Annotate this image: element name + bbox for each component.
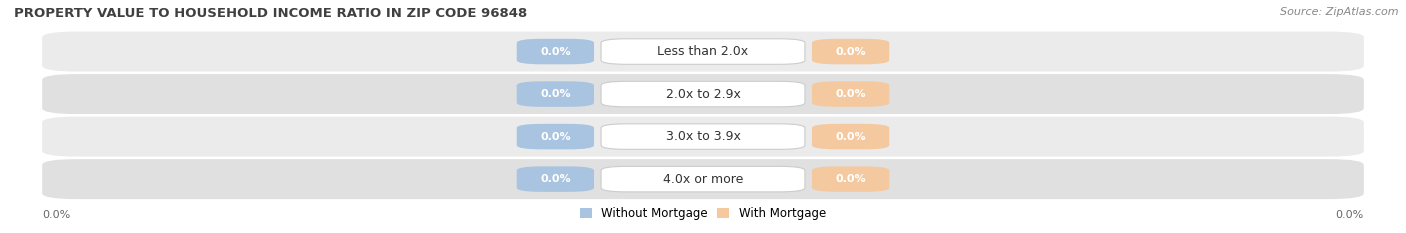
FancyBboxPatch shape (602, 81, 806, 107)
FancyBboxPatch shape (42, 159, 1364, 199)
FancyBboxPatch shape (813, 81, 890, 107)
FancyBboxPatch shape (517, 124, 593, 149)
FancyBboxPatch shape (602, 124, 806, 149)
FancyBboxPatch shape (42, 31, 1364, 72)
Text: 0.0%: 0.0% (540, 89, 571, 99)
Text: 0.0%: 0.0% (540, 174, 571, 184)
FancyBboxPatch shape (517, 81, 593, 107)
FancyBboxPatch shape (813, 166, 890, 192)
Legend: Without Mortgage, With Mortgage: Without Mortgage, With Mortgage (575, 202, 831, 225)
Text: 3.0x to 3.9x: 3.0x to 3.9x (665, 130, 741, 143)
FancyBboxPatch shape (813, 39, 890, 64)
Text: 0.0%: 0.0% (835, 47, 866, 57)
Text: Less than 2.0x: Less than 2.0x (658, 45, 748, 58)
Text: 2.0x to 2.9x: 2.0x to 2.9x (665, 88, 741, 101)
Text: 0.0%: 0.0% (835, 174, 866, 184)
FancyBboxPatch shape (42, 116, 1364, 157)
Text: 0.0%: 0.0% (540, 132, 571, 142)
Text: 4.0x or more: 4.0x or more (662, 173, 744, 186)
FancyBboxPatch shape (602, 39, 806, 64)
Text: PROPERTY VALUE TO HOUSEHOLD INCOME RATIO IN ZIP CODE 96848: PROPERTY VALUE TO HOUSEHOLD INCOME RATIO… (14, 7, 527, 20)
FancyBboxPatch shape (602, 166, 806, 192)
Text: 0.0%: 0.0% (1336, 210, 1364, 220)
FancyBboxPatch shape (42, 74, 1364, 114)
FancyBboxPatch shape (517, 39, 593, 64)
Text: 0.0%: 0.0% (835, 132, 866, 142)
Text: 0.0%: 0.0% (835, 89, 866, 99)
FancyBboxPatch shape (813, 124, 890, 149)
Text: 0.0%: 0.0% (540, 47, 571, 57)
FancyBboxPatch shape (517, 166, 593, 192)
Text: 0.0%: 0.0% (42, 210, 70, 220)
Text: Source: ZipAtlas.com: Source: ZipAtlas.com (1281, 7, 1399, 17)
